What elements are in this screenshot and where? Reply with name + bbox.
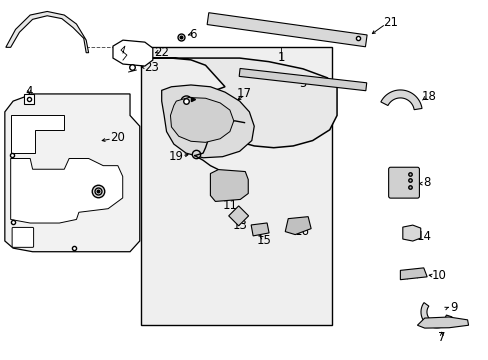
Text: 11: 11 bbox=[222, 199, 237, 212]
Polygon shape bbox=[6, 12, 88, 53]
Text: 6: 6 bbox=[189, 28, 197, 41]
Polygon shape bbox=[420, 303, 451, 328]
Text: 2: 2 bbox=[170, 93, 177, 106]
Polygon shape bbox=[251, 223, 268, 236]
Polygon shape bbox=[402, 225, 420, 241]
Text: 5: 5 bbox=[299, 77, 306, 90]
Text: 15: 15 bbox=[256, 234, 271, 247]
Polygon shape bbox=[5, 94, 140, 252]
Text: 18: 18 bbox=[421, 90, 436, 103]
Text: 14: 14 bbox=[415, 230, 430, 243]
Text: 3: 3 bbox=[82, 190, 90, 203]
Polygon shape bbox=[207, 13, 366, 47]
Text: 7: 7 bbox=[437, 331, 445, 344]
Polygon shape bbox=[285, 217, 310, 235]
Text: 1: 1 bbox=[277, 51, 284, 64]
Polygon shape bbox=[152, 58, 336, 148]
Text: 22: 22 bbox=[154, 46, 169, 59]
Polygon shape bbox=[417, 317, 468, 328]
Text: 13: 13 bbox=[232, 219, 246, 233]
Bar bbox=[141, 47, 331, 325]
Polygon shape bbox=[11, 116, 64, 153]
Text: 23: 23 bbox=[144, 60, 159, 73]
FancyBboxPatch shape bbox=[388, 167, 419, 198]
Polygon shape bbox=[210, 170, 248, 202]
Text: 12: 12 bbox=[168, 118, 183, 131]
Text: 17: 17 bbox=[237, 87, 251, 100]
Text: 4: 4 bbox=[25, 85, 33, 98]
Text: 10: 10 bbox=[431, 269, 446, 282]
Polygon shape bbox=[239, 68, 366, 91]
Polygon shape bbox=[400, 268, 427, 280]
Text: 21: 21 bbox=[383, 17, 397, 30]
Polygon shape bbox=[162, 85, 254, 158]
Polygon shape bbox=[113, 40, 153, 66]
Text: 16: 16 bbox=[294, 225, 309, 238]
Polygon shape bbox=[380, 90, 421, 110]
Text: 20: 20 bbox=[110, 131, 125, 144]
Polygon shape bbox=[228, 206, 248, 226]
Polygon shape bbox=[11, 158, 122, 223]
FancyBboxPatch shape bbox=[12, 228, 34, 247]
Text: 19: 19 bbox=[168, 150, 183, 163]
Polygon shape bbox=[170, 98, 233, 142]
Text: 8: 8 bbox=[423, 176, 430, 189]
Text: 9: 9 bbox=[449, 301, 457, 314]
